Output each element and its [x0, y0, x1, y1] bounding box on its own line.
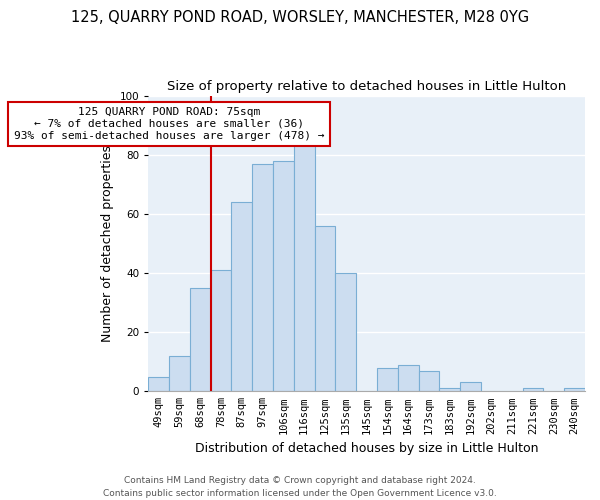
Bar [169, 356, 190, 392]
Bar [419, 370, 439, 392]
Bar [273, 160, 294, 392]
Text: Contains HM Land Registry data © Crown copyright and database right 2024.
Contai: Contains HM Land Registry data © Crown c… [103, 476, 497, 498]
Bar [564, 388, 585, 392]
Bar [252, 164, 273, 392]
Text: 125, QUARRY POND ROAD, WORSLEY, MANCHESTER, M28 0YG: 125, QUARRY POND ROAD, WORSLEY, MANCHEST… [71, 10, 529, 25]
Bar [294, 143, 314, 392]
Bar [377, 368, 398, 392]
Text: 125 QUARRY POND ROAD: 75sqm
← 7% of detached houses are smaller (36)
93% of semi: 125 QUARRY POND ROAD: 75sqm ← 7% of deta… [14, 108, 324, 140]
Bar [398, 364, 419, 392]
Bar [439, 388, 460, 392]
Bar [335, 273, 356, 392]
X-axis label: Distribution of detached houses by size in Little Hulton: Distribution of detached houses by size … [195, 442, 538, 455]
Bar [314, 226, 335, 392]
Bar [460, 382, 481, 392]
Y-axis label: Number of detached properties: Number of detached properties [101, 145, 114, 342]
Bar [523, 388, 544, 392]
Bar [232, 202, 252, 392]
Title: Size of property relative to detached houses in Little Hulton: Size of property relative to detached ho… [167, 80, 566, 93]
Bar [148, 376, 169, 392]
Bar [190, 288, 211, 392]
Bar [211, 270, 232, 392]
